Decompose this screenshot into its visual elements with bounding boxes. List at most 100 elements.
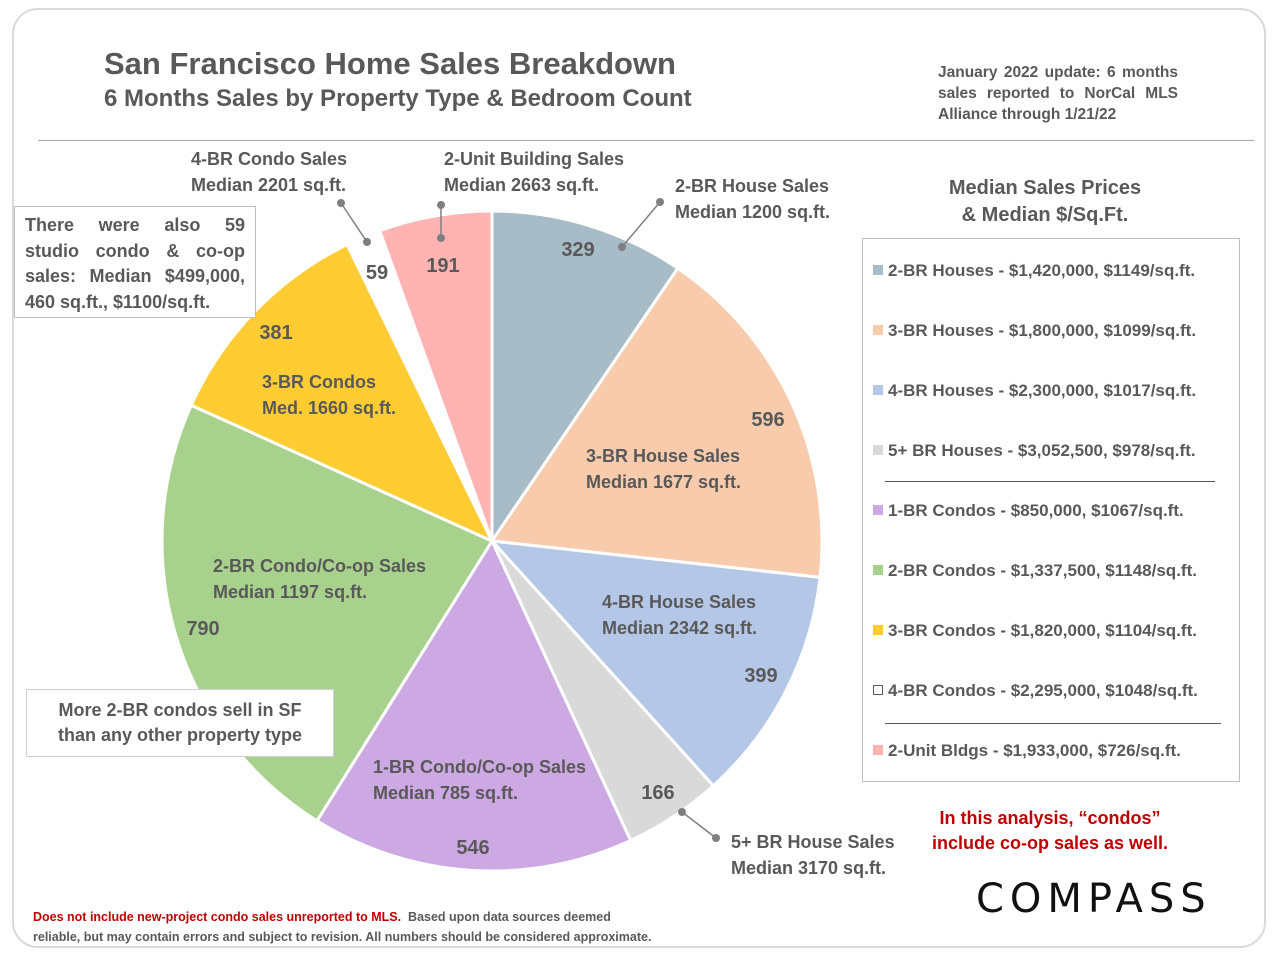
legend: 2-BR Houses - $1,420,000, $1149/sq.ft. 3-… [862,238,1240,782]
condo-definition-note: In this analysis, “condos” include co-op… [900,806,1200,856]
leader-dot [712,834,720,842]
disclaimer-red: Does not include new-project condo sales… [33,910,402,924]
legend-swatch [873,625,883,635]
legend-swatch [873,565,883,575]
slice-value-label: 329 [561,239,594,261]
slice-category-label: 2-BR House Sales Median 1200 sq.ft. [675,176,830,222]
slice-value-label: 596 [751,409,784,431]
leader-line [621,201,661,248]
legend-item-label: 4-BR Houses - $2,300,000, $1017/sq.ft. [888,381,1197,400]
studio-sales-note: There were also 59 studio condo & co-op … [14,206,256,318]
condo-note-line2: include co-op sales as well. [931,833,1169,853]
chart-subtitle: 6 Months Sales by Property Type & Bedroo… [104,85,692,112]
slice-category-label: 4-BR House Sales Median 2342 sq.ft. [602,592,757,638]
slice-category-label: 3-BR Condos Med. 1660 sq.ft. [262,372,396,418]
leader-line [340,202,368,243]
slice-category-label: 2-Unit Building Sales Median 2663 sq.ft. [444,149,624,195]
legend-item: 4-BR Houses - $2,300,000, $1017/sq.ft. [873,381,1196,401]
pie-slices [160,209,824,873]
leader-dot [618,243,626,251]
slice-category-line1: 1-BR Condo/Co-op Sales [373,757,586,777]
slice-category-line2: Median 2342 sq.ft. [602,618,757,638]
legend-item-label: 2-Unit Bldgs - $1,933,000, $726/sq.ft. [888,741,1181,760]
slice-category-line1: 3-BR House Sales [586,446,740,466]
slice-category-label: 3-BR House Sales Median 1677 sq.ft. [586,446,741,492]
legend-item: 2-Unit Bldgs - $1,933,000, $726/sq.ft. [873,741,1181,761]
slice-category-line2: Median 1197 sq.ft. [213,582,367,602]
legend-swatch [873,385,883,395]
legend-swatch [873,325,883,335]
legend-item-label: 3-BR Houses - $1,800,000, $1099/sq.ft. [888,321,1197,340]
pie-slice [314,537,633,873]
legend-item: 3-BR Condos - $1,820,000, $1104/sq.ft. [873,621,1197,641]
pie-labels: 329 2-BR House Sales Median 1200 sq.ft. 596… [186,149,894,878]
compass-logo: COMPASS [976,876,1212,922]
slice-category-line2: Median 3170 sq.ft. [731,858,886,878]
leader-line [681,811,717,839]
slice-value-label: 399 [744,665,777,687]
legend-divider [885,723,1221,724]
legend-title: Median Sales Prices & Median $/Sq.Ft. [900,175,1190,229]
disclaimer-line1: Based upon data sources deemed [408,910,611,924]
legend-item-label: 2-BR Houses - $1,420,000, $1149/sq.ft. [888,261,1196,280]
legend-item-label: 3-BR Condos - $1,820,000, $1104/sq.ft. [888,621,1197,640]
slice-category-line2: Median 1677 sq.ft. [586,472,741,492]
legend-item: 2-BR Condos - $1,337,500, $1148/sq.ft. [873,561,1197,581]
more-note-line2: than any other property type [57,725,303,745]
legend-swatch [873,745,883,755]
slice-value-label: 166 [641,782,674,804]
slice-category-label: 1-BR Condo/Co-op Sales Median 785 sq.ft. [373,757,586,803]
pie-slice [489,266,824,580]
more-2br-condos-note: More 2-BR condos sell in SF than any oth… [26,689,334,757]
header-divider [38,140,1254,141]
slice-category-label: 4-BR Condo Sales Median 2201 sq.ft. [191,149,347,195]
legend-item: 1-BR Condos - $850,000, $1067/sq.ft. [873,501,1184,521]
slice-category-label: 5+ BR House Sales Median 3170 sq.ft. [731,832,895,878]
legend-swatch [873,265,883,275]
slice-category-line1: 5+ BR House Sales [731,832,895,852]
legend-swatch [873,505,883,515]
slice-category-line2: Median 1200 sq.ft. [675,202,830,222]
slice-category-line2: Median 2663 sq.ft. [444,175,599,195]
legend-item-label: 1-BR Condos - $850,000, $1067/sq.ft. [888,501,1184,520]
slice-category-line1: 2-Unit Building Sales [444,149,624,169]
legend-title-line1: Median Sales Prices [948,177,1142,199]
leader-dot [437,234,445,242]
disclaimer-line2: reliable, but may contain errors and sub… [33,930,652,944]
leader-dot [337,199,345,207]
slice-category-line1: 2-BR House Sales [675,176,829,196]
legend-item-label: 5+ BR Houses - $3,052,500, $978/sq.ft. [888,441,1196,460]
leader-dot [437,201,445,209]
legend-swatch [873,685,883,695]
update-note: January 2022 update: 6 months sales repo… [938,64,1178,123]
slice-value-label: 790 [186,618,219,640]
legend-title-line2: & Median $/Sq.Ft. [961,204,1129,226]
chart-title: San Francisco Home Sales Breakdown [104,46,676,81]
slice-value-label: 381 [259,322,292,344]
slice-category-line2: Median 2201 sq.ft. [191,175,346,195]
legend-item: 4-BR Condos - $2,295,000, $1048/sq.ft. [873,681,1198,701]
slice-category-line2: Med. 1660 sq.ft. [262,398,396,418]
leader-dot [678,808,686,816]
slice-category-label: 2-BR Condo/Co-op Sales Median 1197 sq.ft. [213,556,426,602]
pie-slice [377,209,494,542]
leader-dot [363,238,371,246]
pie-slice [490,209,680,546]
slice-category-line1: 2-BR Condo/Co-op Sales [213,556,426,576]
slice-category-line1: 4-BR House Sales [602,592,756,612]
disclaimer: Does not include new-project condo sales… [33,907,651,947]
leader-dot [656,198,664,206]
slice-category-line1: 3-BR Condos [262,372,376,392]
legend-item: 3-BR Houses - $1,800,000, $1099/sq.ft. [873,321,1196,341]
legend-divider [885,481,1215,482]
legend-swatch [873,445,883,455]
condo-note-line1: In this analysis, “condos” [939,808,1161,828]
chart-frame [12,8,1266,948]
slice-category-line2: Median 785 sq.ft. [373,783,518,803]
legend-item-label: 2-BR Condos - $1,337,500, $1148/sq.ft. [888,561,1197,580]
slice-category-line1: 4-BR Condo Sales [191,149,347,169]
legend-item-label: 4-BR Condos - $2,295,000, $1048/sq.ft. [888,681,1198,700]
pie-slice [488,539,822,788]
more-note-line1: More 2-BR condos sell in SF [58,700,302,720]
